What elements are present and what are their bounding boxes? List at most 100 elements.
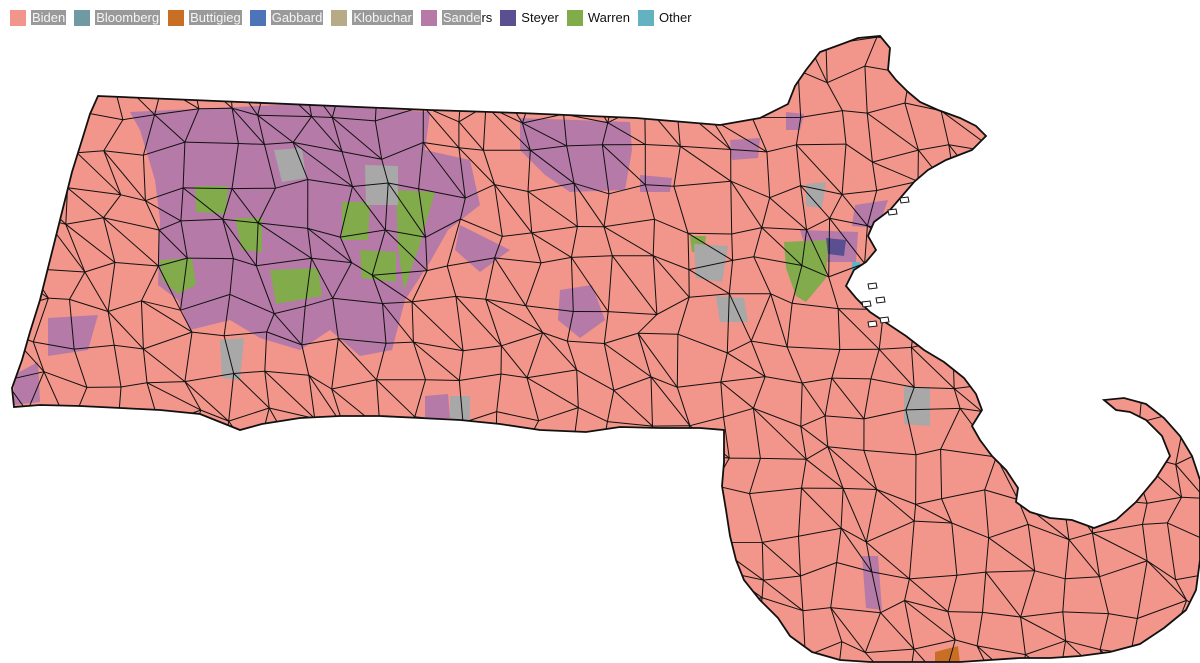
town-boundary bbox=[200, 646, 221, 662]
town-boundary bbox=[940, 408, 961, 450]
town-boundary bbox=[189, 0, 231, 11]
town-boundary bbox=[573, 66, 609, 123]
town-boundary bbox=[765, 36, 807, 39]
town-boundary bbox=[191, 646, 202, 662]
town-boundary bbox=[532, 563, 565, 603]
town-boundary bbox=[646, 636, 674, 649]
town-boundary bbox=[296, 649, 304, 662]
town-boundary bbox=[917, 180, 958, 199]
town-boundary bbox=[485, 298, 526, 307]
legend-swatch bbox=[420, 10, 437, 26]
town-boundary bbox=[947, 575, 958, 612]
town-boundary bbox=[152, 639, 164, 662]
town-boundary bbox=[914, 181, 919, 238]
town-boundary bbox=[943, 36, 947, 44]
town-boundary bbox=[352, 186, 386, 231]
town-boundary bbox=[1175, 464, 1200, 499]
town-boundary bbox=[905, 407, 961, 411]
town-boundary bbox=[103, 217, 116, 263]
town-boundary bbox=[717, 36, 728, 48]
nodata-town-7 bbox=[450, 396, 470, 420]
town-boundary bbox=[1143, 302, 1176, 306]
town-boundary bbox=[1062, 578, 1066, 612]
town-boundary bbox=[70, 562, 107, 565]
town-boundary bbox=[605, 537, 650, 574]
town-boundary bbox=[371, 466, 409, 486]
town-boundary bbox=[221, 466, 224, 488]
town-boundary bbox=[109, 36, 114, 71]
town-boundary bbox=[255, 525, 259, 567]
sanders-region-northeast bbox=[640, 175, 672, 192]
town-boundary bbox=[607, 421, 653, 427]
town-boundary bbox=[989, 36, 995, 86]
town-boundary bbox=[43, 0, 47, 27]
warren-region-1 bbox=[195, 186, 228, 214]
town-boundary bbox=[27, 411, 70, 430]
town-boundary bbox=[12, 614, 35, 620]
town-boundary bbox=[940, 79, 959, 112]
town-boundary bbox=[73, 348, 88, 388]
town-boundary bbox=[1130, 422, 1140, 454]
town-boundary bbox=[1129, 263, 1173, 278]
town-boundary bbox=[296, 612, 301, 650]
town-boundary bbox=[801, 382, 826, 417]
harbor-island bbox=[861, 300, 872, 308]
town-boundary bbox=[717, 36, 769, 41]
town-boundary bbox=[1142, 522, 1168, 525]
town-boundary bbox=[446, 265, 457, 297]
town-boundary bbox=[1143, 373, 1187, 378]
town-boundary bbox=[943, 43, 959, 80]
town-boundary bbox=[1186, 373, 1200, 391]
town-boundary bbox=[458, 147, 466, 199]
town-boundary bbox=[118, 412, 126, 463]
town-boundary bbox=[1167, 522, 1200, 544]
town-boundary bbox=[761, 227, 807, 231]
town-boundary bbox=[677, 451, 730, 459]
town-boundary bbox=[1062, 611, 1109, 615]
town-boundary bbox=[720, 376, 766, 383]
town-boundary bbox=[727, 640, 757, 647]
town-boundary bbox=[368, 36, 391, 50]
town-boundary bbox=[603, 226, 654, 257]
town-boundary bbox=[1166, 496, 1183, 524]
town-boundary bbox=[1185, 409, 1200, 448]
town-boundary bbox=[482, 105, 487, 151]
town-boundary bbox=[67, 187, 121, 196]
town-boundary bbox=[566, 36, 619, 75]
town-boundary bbox=[750, 340, 766, 377]
town-boundary bbox=[801, 265, 829, 278]
town-boundary bbox=[12, 218, 46, 239]
town-boundary bbox=[802, 607, 831, 612]
town-boundary bbox=[791, 265, 803, 304]
town-boundary bbox=[951, 522, 989, 539]
town-boundary bbox=[379, 532, 421, 562]
legend-swatch bbox=[10, 10, 26, 26]
town-boundary bbox=[458, 36, 492, 45]
town-boundary bbox=[1134, 151, 1176, 154]
town-boundary bbox=[460, 218, 503, 237]
town-boundary bbox=[693, 66, 723, 71]
legend-swatch bbox=[638, 10, 655, 26]
town-boundary bbox=[677, 297, 690, 335]
legend-label: Sanders bbox=[441, 10, 492, 26]
town-boundary bbox=[828, 262, 865, 278]
town-boundary bbox=[149, 492, 190, 524]
town-boundary bbox=[40, 636, 84, 658]
town-boundary bbox=[1027, 409, 1060, 420]
town-boundary bbox=[307, 228, 352, 263]
town-boundary bbox=[960, 407, 982, 412]
town-boundary bbox=[113, 7, 115, 33]
town-boundary bbox=[265, 596, 301, 614]
town-boundary bbox=[190, 70, 230, 76]
town-boundary bbox=[1175, 124, 1186, 152]
town-boundary bbox=[648, 573, 694, 612]
town-boundary bbox=[110, 70, 162, 88]
town-boundary bbox=[727, 352, 766, 378]
town-boundary bbox=[255, 222, 259, 266]
town-boundary bbox=[680, 540, 695, 566]
town-boundary bbox=[955, 265, 958, 294]
town-boundary bbox=[617, 0, 644, 10]
town-boundary bbox=[230, 566, 257, 576]
town-boundary bbox=[537, 37, 541, 78]
town-boundary bbox=[676, 452, 690, 496]
